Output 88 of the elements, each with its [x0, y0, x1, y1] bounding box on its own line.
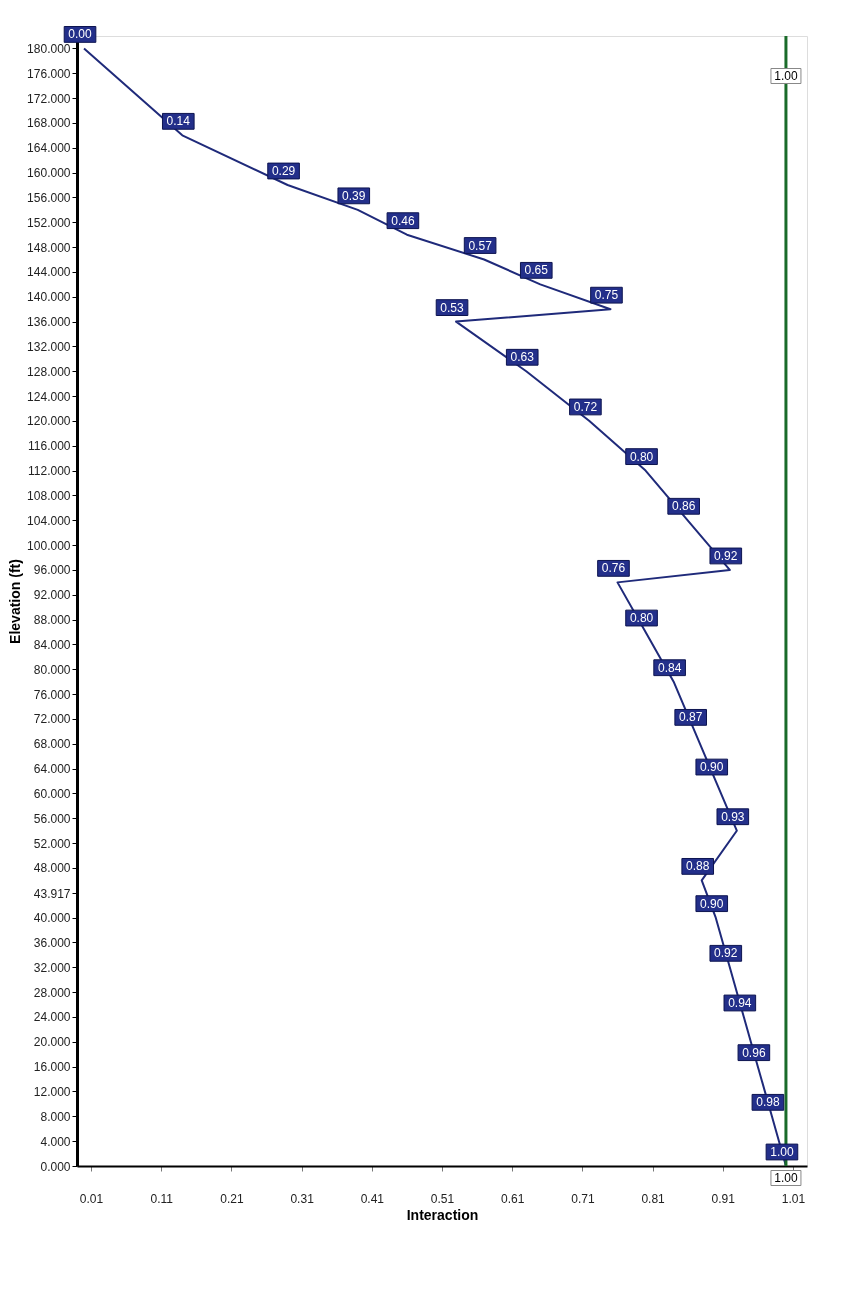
- data-label: 0.90: [700, 760, 724, 775]
- y-axis-title: Elevation (ft): [7, 559, 24, 644]
- y-tick-label: 108.000: [27, 488, 71, 503]
- y-tick-label: 160.000: [27, 166, 71, 181]
- y-tick-label: 128.000: [27, 364, 71, 379]
- data-label: 0.39: [342, 188, 366, 203]
- y-tick-label: 36.000: [33, 935, 71, 950]
- ref-line-label: 1.00: [774, 69, 798, 83]
- y-tick-label: 168.000: [27, 116, 71, 131]
- x-tick-label: 0.91: [711, 1191, 736, 1206]
- y-tick-label: 32.000: [33, 960, 71, 975]
- y-tick-label: 140.000: [27, 290, 71, 305]
- y-tick-label: 176.000: [27, 66, 71, 81]
- y-tick-label: 144.000: [27, 265, 71, 280]
- y-tick-label: 60.000: [33, 786, 71, 801]
- y-tick-label: 28.000: [33, 985, 71, 1000]
- data-label: 0.96: [742, 1045, 766, 1060]
- x-tick-label: 0.31: [290, 1191, 315, 1206]
- x-tick-label: 0.21: [220, 1191, 244, 1206]
- data-label: 0.87: [679, 710, 703, 725]
- y-tick-label: 92.000: [33, 588, 71, 603]
- data-label: 0.80: [629, 449, 654, 464]
- data-label: 0.76: [601, 561, 626, 576]
- x-tick-label: 0.01: [79, 1191, 104, 1206]
- data-label: 0.80: [629, 611, 654, 626]
- y-tick-label: 112.000: [28, 464, 71, 479]
- y-tick-label: 72.000: [33, 712, 71, 727]
- y-tick-label: 16.000: [33, 1060, 71, 1075]
- data-label: 0.92: [714, 548, 738, 563]
- y-tick-label: 68.000: [33, 737, 71, 752]
- y-tick-label: 104.000: [27, 513, 71, 528]
- x-tick-label: 0.71: [571, 1191, 595, 1206]
- data-label: 0.46: [391, 213, 415, 228]
- data-label: 0.53: [440, 300, 465, 315]
- y-tick-label: 56.000: [33, 811, 71, 826]
- data-label: 0.29: [271, 164, 296, 179]
- y-tick-label: 164.000: [27, 141, 71, 156]
- data-label: 0.63: [510, 350, 535, 365]
- y-tick-label: 124.000: [27, 389, 71, 404]
- x-tick-label: 0.51: [430, 1191, 455, 1206]
- data-label: 0.57: [468, 238, 493, 253]
- y-tick-label: 100.000: [27, 538, 71, 553]
- y-tick-label: 180.000: [27, 41, 71, 56]
- data-label: 0.84: [657, 660, 682, 675]
- data-label: 0.75: [594, 288, 619, 303]
- y-tick-label: 80.000: [33, 662, 71, 677]
- y-tick-label: 132.000: [27, 339, 71, 354]
- y-tick-label: 152.000: [27, 215, 71, 230]
- y-tick-label: 8.000: [40, 1109, 71, 1124]
- data-label: 0.00: [68, 27, 93, 42]
- y-tick-label: 52.000: [33, 836, 71, 851]
- data-label: 1.00: [770, 1145, 794, 1159]
- data-label: 0.65: [524, 263, 549, 278]
- x-tick-label: 0.11: [150, 1191, 174, 1206]
- data-label: 0.14: [166, 114, 191, 129]
- y-tick-label: 88.000: [33, 613, 71, 628]
- y-tick-label: 4.000: [40, 1134, 71, 1149]
- y-tick-label: 148.000: [27, 240, 71, 255]
- y-tick-label: 136.000: [27, 315, 71, 330]
- text: 1.00: [774, 1171, 798, 1185]
- y-tick-label: 40.000: [33, 911, 71, 926]
- data-label: 0.88: [686, 859, 710, 874]
- y-tick-label: 84.000: [33, 637, 71, 652]
- y-tick-label: 24.000: [33, 1010, 71, 1025]
- data-label: 0.92: [714, 946, 738, 961]
- y-tick-label: 12.000: [33, 1084, 71, 1099]
- x-tick-label: 0.81: [641, 1191, 666, 1206]
- y-tick-label: 76.000: [33, 687, 71, 702]
- y-tick-label: 48.000: [33, 861, 71, 876]
- data-label: 0.93: [721, 809, 745, 824]
- data-label: 0.72: [573, 399, 598, 414]
- y-tick-label: 156.000: [27, 190, 71, 205]
- y-tick-label: 120.000: [27, 414, 71, 429]
- y-tick-label: 96.000: [33, 563, 71, 578]
- x-axis-title: Interaction: [406, 1206, 479, 1223]
- data-label: 0.86: [671, 499, 696, 514]
- y-tick-label: 172.000: [27, 91, 71, 106]
- x-tick-label: 1.01: [781, 1191, 806, 1206]
- x-tick-label: 0.41: [360, 1191, 385, 1206]
- y-tick-label: 116.000: [28, 439, 71, 454]
- data-label: 0.94: [728, 995, 752, 1010]
- y-tick-label: 43.917: [33, 886, 71, 901]
- y-tick-label: 64.000: [33, 762, 71, 777]
- data-label: 0.90: [700, 896, 724, 911]
- y-tick-label: 0.000: [40, 1159, 71, 1174]
- x-tick-label: 0.61: [501, 1191, 525, 1206]
- data-label: 0.98: [756, 1095, 780, 1110]
- y-tick-label: 20.000: [33, 1035, 71, 1050]
